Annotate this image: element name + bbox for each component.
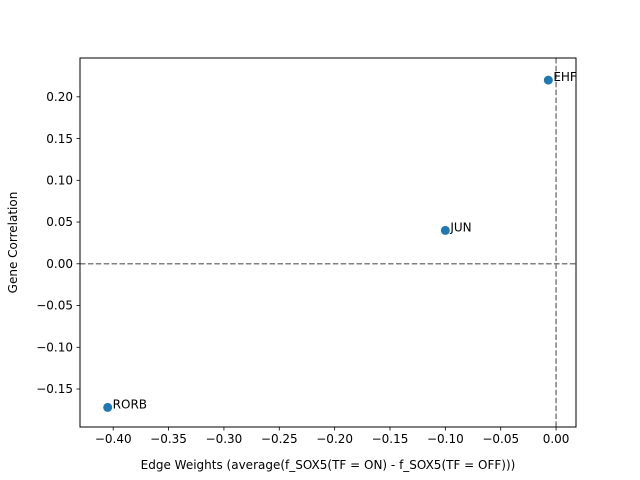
point-labels: EHF JUN RORB — [113, 70, 577, 411]
y-tick-label: 0.00 — [46, 257, 73, 271]
data-point — [543, 75, 553, 85]
x-tick-label: −0.05 — [482, 432, 519, 446]
x-tick-label: −0.15 — [372, 432, 409, 446]
y-tick-label: −0.05 — [36, 299, 73, 313]
x-tick-label: −0.40 — [95, 432, 132, 446]
y-tick-label: −0.10 — [36, 340, 73, 354]
data-point — [103, 402, 113, 412]
x-tick-label: 0.00 — [543, 432, 570, 446]
y-tick-label: −0.15 — [36, 382, 73, 396]
x-axis-ticks: −0.40 −0.35 −0.30 −0.25 −0.20 −0.15 −0.10 −0.05… — [95, 427, 570, 446]
x-axis-label: Edge Weights (average(f_SOX5(TF = ON) - … — [141, 458, 516, 472]
data-point — [440, 225, 450, 235]
point-label: RORB — [113, 397, 147, 411]
x-tick-label: −0.25 — [261, 432, 298, 446]
x-tick-label: −0.10 — [427, 432, 464, 446]
point-label: JUN — [449, 220, 471, 234]
data-points — [103, 75, 553, 412]
y-tick-label: 0.20 — [46, 90, 73, 104]
x-tick-label: −0.35 — [150, 432, 187, 446]
x-tick-label: −0.20 — [316, 432, 353, 446]
y-tick-label: 0.10 — [46, 174, 73, 188]
plot-area-frame — [79, 57, 577, 428]
y-tick-label: 0.05 — [46, 215, 73, 229]
y-axis-label: Gene Correlation — [6, 192, 20, 294]
point-label: EHF — [553, 70, 577, 84]
reference-lines — [80, 58, 576, 427]
x-tick-label: −0.30 — [206, 432, 243, 446]
y-axis-ticks: −0.15 −0.10 −0.05 0.00 0.05 0.10 0.15 0.20 — [36, 90, 80, 396]
y-tick-label: 0.15 — [46, 132, 73, 146]
